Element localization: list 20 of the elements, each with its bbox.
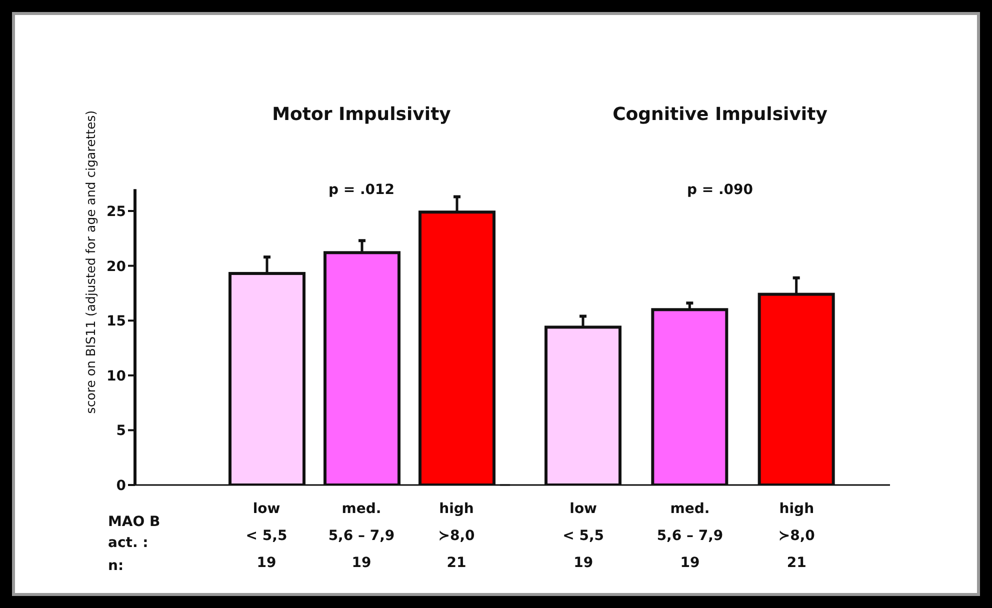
text: act. : [108,535,148,551]
x-tick-label: high ≻8,0 21 [438,501,476,571]
chart-title: Motor Impulsivity [271,104,452,125]
y-axis-title: score on BIS11 (adjusted for age and cigarettes) [83,109,99,416]
text: n: [108,558,124,574]
x-tick-label: med. 5,6 – 7,9 19 [328,501,395,571]
y-tick-label: 0 [116,478,126,494]
y-tick-label: 15 [106,314,126,330]
x-tick-label: med. 5,6 – 7,9 19 [656,501,724,571]
text: p = .090 [686,182,754,198]
annotation: p = .012 [327,182,396,198]
y-tick-label: 20 [106,258,126,275]
x-tick-label: high ≻8,0 21 [778,501,816,571]
y-tick-label: 5 [116,423,126,440]
chart-title: Cognitive Impulsivity [612,104,828,125]
x-tick-label: low < 5,5 19 [562,501,604,571]
y-tick-label: 25 [106,204,126,220]
text: MAO B [108,514,160,530]
y-tick-label: 10 [106,368,126,384]
x-tick-label: low < 5,5 19 [246,501,288,571]
